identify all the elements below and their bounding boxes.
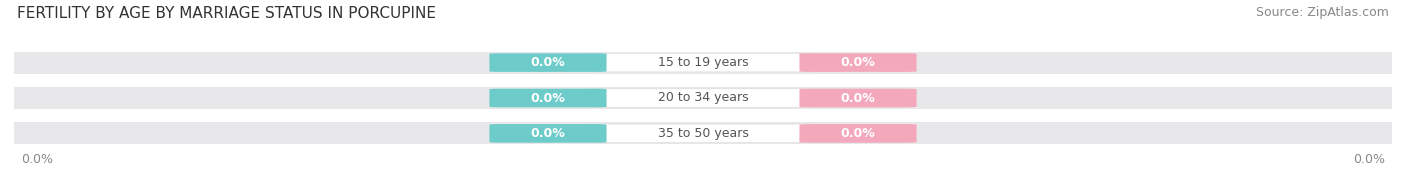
Bar [14,52,1392,74]
Text: 0.0%: 0.0% [841,56,876,69]
Text: 0.0%: 0.0% [841,92,876,104]
Text: FERTILITY BY AGE BY MARRIAGE STATUS IN PORCUPINE: FERTILITY BY AGE BY MARRIAGE STATUS IN P… [17,6,436,21]
FancyBboxPatch shape [489,124,606,143]
Text: 0.0%: 0.0% [21,152,53,166]
Bar [14,87,1392,109]
Text: 15 to 19 years: 15 to 19 years [658,56,748,69]
Text: 0.0%: 0.0% [530,92,565,104]
Bar [14,122,1392,144]
FancyBboxPatch shape [489,53,606,72]
FancyBboxPatch shape [800,53,917,72]
FancyBboxPatch shape [800,124,917,143]
Text: 0.0%: 0.0% [530,56,565,69]
FancyBboxPatch shape [589,53,817,72]
FancyBboxPatch shape [489,89,606,107]
Text: 0.0%: 0.0% [530,127,565,140]
Text: Source: ZipAtlas.com: Source: ZipAtlas.com [1256,6,1389,19]
Legend: Married, Unmarried: Married, Unmarried [613,192,793,196]
Text: 0.0%: 0.0% [1353,152,1385,166]
Text: 20 to 34 years: 20 to 34 years [658,92,748,104]
FancyBboxPatch shape [800,89,917,107]
FancyBboxPatch shape [589,89,817,107]
Text: 0.0%: 0.0% [841,127,876,140]
FancyBboxPatch shape [589,124,817,143]
Text: 35 to 50 years: 35 to 50 years [658,127,748,140]
